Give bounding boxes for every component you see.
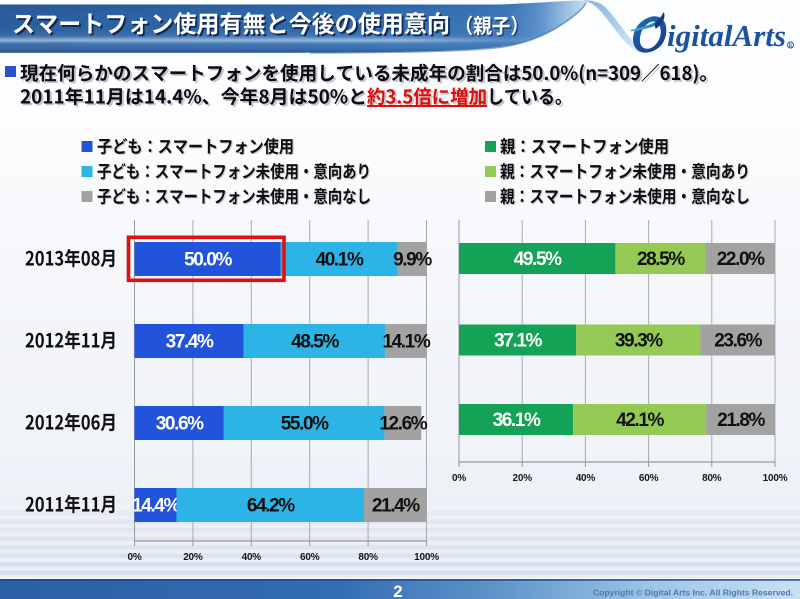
svg-text:60%: 60% [300, 552, 320, 563]
svg-text:9.9%: 9.9% [393, 250, 432, 271]
svg-text:20%: 20% [512, 473, 532, 484]
svg-text:23.6%: 23.6% [714, 331, 762, 352]
svg-text:0%: 0% [452, 473, 466, 484]
svg-text:48.5%: 48.5% [291, 332, 339, 353]
svg-text:21.4%: 21.4% [372, 496, 420, 517]
svg-text:100%: 100% [763, 473, 788, 484]
svg-text:36.1%: 36.1% [493, 410, 541, 431]
svg-text:42.1%: 42.1% [616, 410, 664, 431]
svg-text:40%: 40% [242, 552, 262, 563]
svg-text:14.1%: 14.1% [382, 332, 430, 353]
svg-text:R: R [789, 44, 793, 49]
svg-text:40%: 40% [576, 473, 596, 484]
svg-text:Copyright © Digital Arts Inc.: Copyright © Digital Arts Inc. All Rights… [593, 588, 793, 598]
svg-text:100%: 100% [414, 552, 439, 563]
svg-text:12.6%: 12.6% [379, 414, 427, 435]
svg-text:49.5%: 49.5% [514, 249, 562, 270]
svg-text:14.4%: 14.4% [132, 496, 180, 517]
svg-text:60%: 60% [639, 473, 659, 484]
svg-text:30.6%: 30.6% [156, 414, 204, 435]
svg-text:37.4%: 37.4% [166, 332, 214, 353]
svg-text:2: 2 [393, 582, 402, 599]
svg-text:80%: 80% [358, 552, 378, 563]
svg-text:40.1%: 40.1% [316, 250, 364, 271]
svg-text:55.0%: 55.0% [281, 414, 329, 435]
svg-text:21.8%: 21.8% [717, 410, 765, 431]
svg-text:64.2%: 64.2% [247, 496, 295, 517]
svg-text:37.1%: 37.1% [494, 331, 542, 352]
svg-text:0%: 0% [127, 552, 141, 563]
svg-text:50.0%: 50.0% [184, 250, 232, 271]
svg-text:80%: 80% [702, 473, 722, 484]
svg-text:28.5%: 28.5% [637, 249, 685, 270]
svg-text:39.3%: 39.3% [615, 331, 663, 352]
svg-text:22.0%: 22.0% [717, 249, 765, 270]
svg-text:20%: 20% [183, 552, 203, 563]
